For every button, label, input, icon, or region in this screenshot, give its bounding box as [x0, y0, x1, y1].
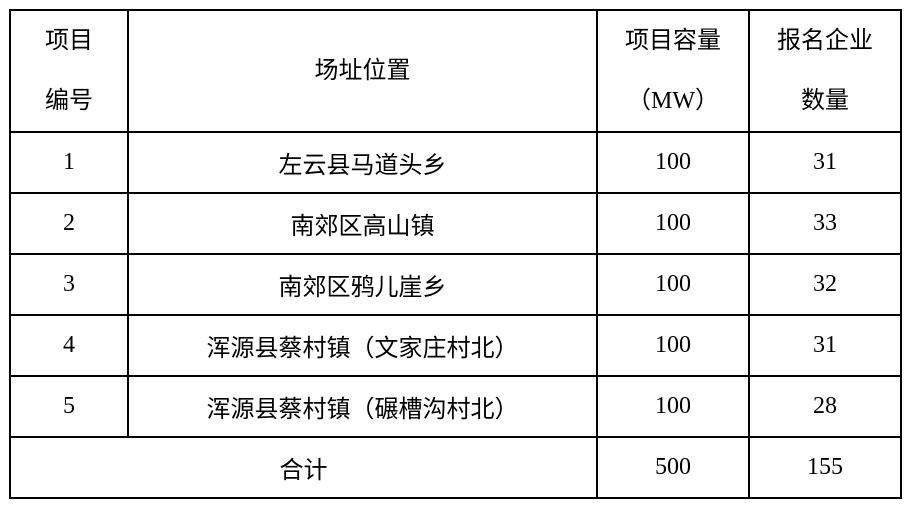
cell-count: 32	[748, 253, 902, 316]
header-text: 数量	[801, 88, 849, 114]
cell-no: 1	[9, 131, 129, 194]
cell-capacity: 100	[596, 314, 750, 377]
header-text: 编号	[45, 88, 93, 114]
header-text: 场址位置	[314, 58, 411, 84]
header-location: 场址位置	[127, 9, 598, 133]
cell-capacity: 100	[596, 192, 750, 255]
table-row: 3 南郊区鸦儿崖乡 100 32	[9, 253, 902, 316]
table-row: 1 左云县马道头乡 100 31	[9, 131, 902, 194]
header-text: 项目	[45, 28, 93, 54]
cell-no: 5	[9, 375, 129, 438]
header-count: 报名企业 数量	[748, 9, 902, 133]
cell-count: 31	[748, 314, 902, 377]
cell-capacity: 100	[596, 131, 750, 194]
total-label: 合计	[9, 436, 598, 499]
cell-location: 浑源县蔡村镇（碾槽沟村北）	[127, 375, 598, 438]
header-text: （MW）	[627, 88, 719, 114]
table-row: 2 南郊区高山镇 100 33	[9, 192, 902, 255]
header-row: 项目 编号 场址位置 项目容量 （MW） 报名企业 数量	[9, 9, 902, 133]
cell-location: 左云县马道头乡	[127, 131, 598, 194]
header-text: 报名企业	[777, 28, 873, 54]
header-capacity: 项目容量 （MW）	[596, 9, 750, 133]
table-row: 5 浑源县蔡村镇（碾槽沟村北） 100 28	[9, 375, 902, 438]
total-count: 155	[748, 436, 902, 499]
header-project-no: 项目 编号	[9, 9, 129, 133]
cell-count: 28	[748, 375, 902, 438]
cell-capacity: 100	[596, 253, 750, 316]
project-table: 项目 编号 场址位置 项目容量 （MW） 报名企业 数量 1 左云县马道头乡 1…	[9, 9, 902, 499]
cell-no: 2	[9, 192, 129, 255]
total-capacity: 500	[596, 436, 750, 499]
cell-capacity: 100	[596, 375, 750, 438]
cell-location: 南郊区鸦儿崖乡	[127, 253, 598, 316]
total-row: 合计 500 155	[9, 436, 902, 499]
cell-no: 4	[9, 314, 129, 377]
cell-location: 南郊区高山镇	[127, 192, 598, 255]
cell-no: 3	[9, 253, 129, 316]
cell-count: 33	[748, 192, 902, 255]
cell-location: 浑源县蔡村镇（文家庄村北）	[127, 314, 598, 377]
cell-count: 31	[748, 131, 902, 194]
table-row: 4 浑源县蔡村镇（文家庄村北） 100 31	[9, 314, 902, 377]
header-text: 项目容量	[625, 28, 721, 54]
